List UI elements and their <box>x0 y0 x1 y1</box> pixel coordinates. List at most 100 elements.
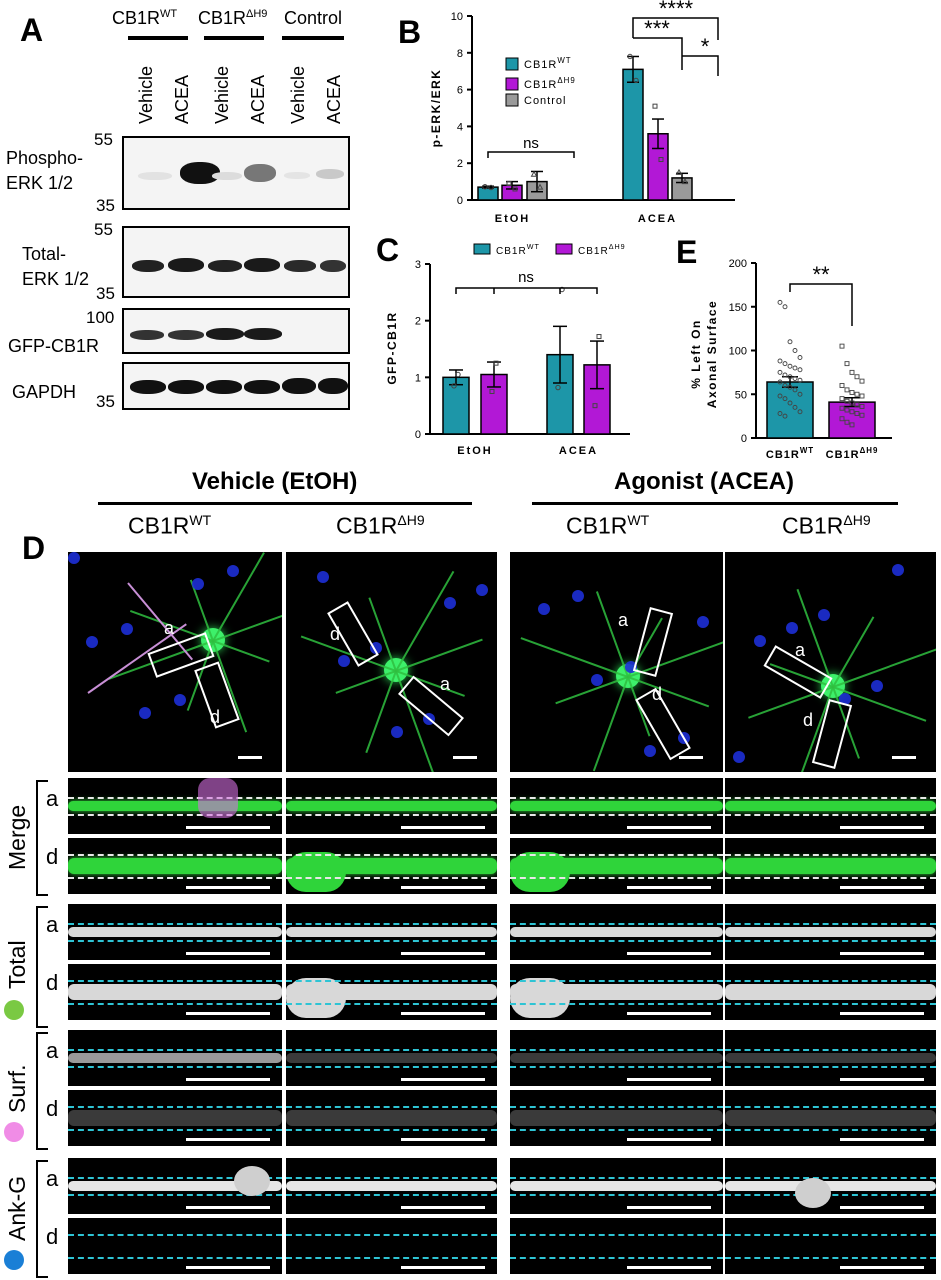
lane-label: ACEA <box>172 74 192 124</box>
row-group-label: Total <box>4 940 30 989</box>
row-bracket <box>36 1032 48 1150</box>
data-point <box>777 358 783 364</box>
y-tick-label: 2 <box>415 316 421 328</box>
group-header-dh9: CB1RΔH9 <box>198 8 268 28</box>
zoom-image <box>286 1090 497 1146</box>
zoom-image <box>286 838 497 894</box>
scale-bar <box>627 1206 711 1209</box>
zoom-image <box>725 1158 936 1214</box>
blot-label-phospho: Phospho- ERK 1/2 <box>6 148 84 193</box>
zoom-image <box>68 964 282 1020</box>
zoom-image <box>510 1218 723 1274</box>
data-point <box>849 400 855 406</box>
x-tick-label: EtOH <box>495 213 531 225</box>
scale-bar <box>186 1206 270 1209</box>
data-point <box>536 183 544 190</box>
mw-marker: 35 <box>96 392 115 411</box>
data-point <box>854 374 860 380</box>
y-tick-label: 1 <box>415 372 421 384</box>
roi-label: d <box>210 707 221 727</box>
bar <box>828 401 876 439</box>
zoom-image <box>510 1030 723 1086</box>
legend-label: CB1RWT <box>524 56 572 71</box>
data-point <box>797 355 803 360</box>
scale-bar <box>840 1012 924 1015</box>
group-header-control: Control <box>284 8 343 28</box>
scale-bar <box>840 1206 924 1209</box>
sig-bracket <box>487 151 575 158</box>
sig-bracket <box>682 55 719 76</box>
data-point <box>512 186 518 192</box>
group-underline <box>204 36 264 40</box>
y-tick-label: 0 <box>457 195 463 207</box>
condition-header-agonist: Agonist (ACEA) <box>614 468 794 495</box>
scale-bar <box>627 826 711 829</box>
x-tick-label: CB1RWT <box>766 446 814 461</box>
data-point <box>854 402 860 408</box>
scale-bar <box>840 1138 924 1141</box>
sig-label: ns <box>523 135 539 152</box>
y-tick-label: 6 <box>457 85 463 97</box>
group-header-wt: CB1RWT <box>112 8 178 28</box>
data-point <box>792 387 798 393</box>
zoom-image <box>68 1158 282 1214</box>
blot-phospho-erk <box>122 136 350 210</box>
data-point <box>592 403 598 409</box>
data-point <box>849 369 855 375</box>
row-bracket <box>36 780 48 896</box>
row-letter: d <box>46 1096 59 1121</box>
panel-label-e: E <box>676 234 698 270</box>
blot-gfp-cb1r <box>122 308 350 354</box>
data-point <box>787 339 793 345</box>
roi-label: a <box>618 610 629 630</box>
panel-label-d: D <box>22 530 46 566</box>
scale-bar <box>186 886 270 889</box>
scale-bar <box>401 826 485 829</box>
data-point <box>658 157 664 163</box>
blot-label-total: Total- ERK 1/2 <box>22 244 90 289</box>
data-point <box>596 334 602 340</box>
data-point <box>849 409 855 415</box>
channel-dot <box>4 1122 24 1142</box>
data-point <box>859 393 865 399</box>
genotype-header: CB1RΔH9 <box>782 512 871 539</box>
chart-c: 0 1 2 3 GFP-CB1R EtOH ACEA ns CB1RWT CB1RΔH9 <box>385 242 630 457</box>
data-point <box>849 422 855 428</box>
x-tick-label: ACEA <box>638 213 677 225</box>
scale-bar <box>679 756 703 759</box>
scale-bar <box>186 952 270 955</box>
zoom-image <box>68 1030 282 1086</box>
data-point <box>777 299 783 305</box>
zoom-image <box>68 904 282 960</box>
scale-bar <box>186 1138 270 1141</box>
zoom-image <box>725 1090 936 1146</box>
channel-dot <box>4 1250 24 1270</box>
row-letter: d <box>46 1224 59 1249</box>
legend-label: CB1RWT <box>496 242 540 257</box>
row-letter: a <box>46 786 59 811</box>
mw-marker: 100 <box>86 308 115 327</box>
mw-marker: 35 <box>96 284 115 303</box>
zoom-image <box>725 838 936 894</box>
x-tick-label: ACEA <box>559 445 598 457</box>
data-point <box>792 365 798 371</box>
scale-bar <box>453 756 477 759</box>
data-point <box>482 184 488 190</box>
zoom-image <box>68 1090 282 1146</box>
zoom-image <box>510 1090 723 1146</box>
data-point <box>506 180 512 186</box>
data-point <box>633 77 639 84</box>
y-tick-label: 2 <box>457 158 463 170</box>
y-tick-label: 200 <box>729 258 747 270</box>
data-point <box>787 400 793 406</box>
y-tick-label: 4 <box>457 121 463 133</box>
data-point <box>777 379 783 385</box>
x-tick-label: EtOH <box>457 445 493 457</box>
y-axis-label: GFP-CB1R <box>385 311 399 384</box>
lane-label: ACEA <box>324 74 344 124</box>
scale-bar <box>627 1266 711 1269</box>
